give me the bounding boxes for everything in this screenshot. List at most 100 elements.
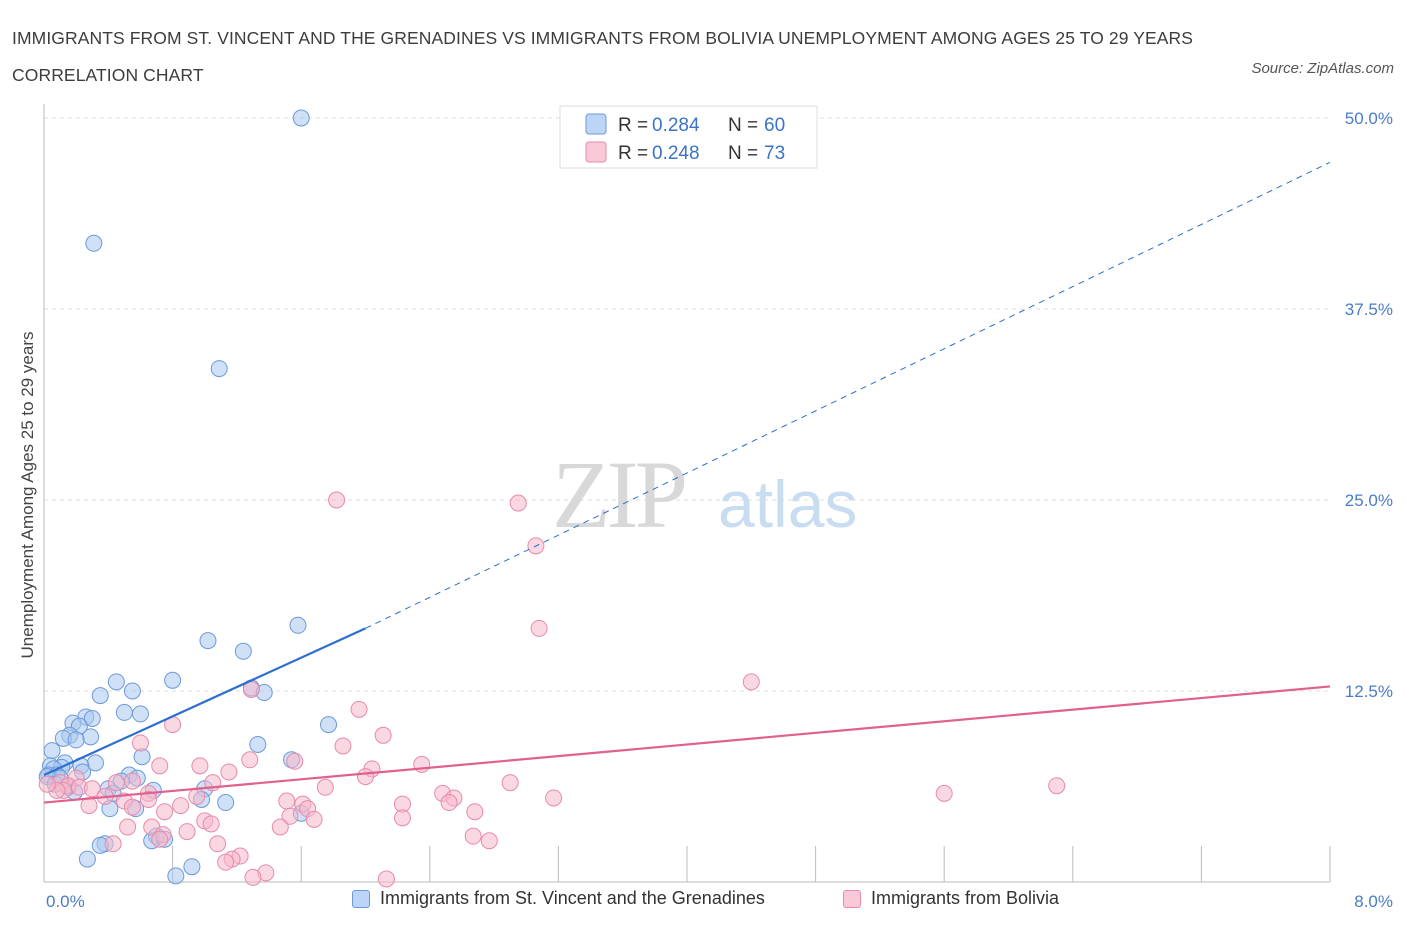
- legend-label-bolivia: Immigrants from Bolivia: [871, 888, 1060, 908]
- st-vincent-point-18: [320, 716, 338, 734]
- bolivia-point-41: [278, 792, 296, 810]
- legend-item-st-vincent: Immigrants from St. Vincent and the Gren…: [352, 888, 765, 909]
- watermark-zip: ZIP: [552, 441, 685, 548]
- chart-title: IMMIGRANTS FROM ST. VINCENT AND THE GREN…: [12, 28, 1194, 85]
- x-tick-label-0: 0.0%: [46, 892, 85, 911]
- bolivia-point-50: [156, 803, 174, 821]
- tick-labels: 12.5% 25.0% 37.5% 50.0% 0.0% 8.0%: [46, 109, 1393, 911]
- trend-lines: [43, 161, 1331, 804]
- y-axis-label: Unemployment Among Ages 25 to 29 years: [18, 332, 37, 659]
- legend-r-label-1: R =: [618, 115, 648, 136]
- bolivia-point-24: [1048, 777, 1066, 795]
- bolivia-point-61: [151, 830, 169, 848]
- legend-r-label-2: R =: [618, 143, 648, 164]
- bolivia-point-38: [139, 790, 157, 808]
- st-vincent-point-10: [123, 682, 141, 700]
- bolivia-point-21: [107, 774, 125, 792]
- watermark-atlas: atlas: [718, 467, 857, 541]
- st-vincent-point-13: [131, 705, 149, 723]
- legend-label-st-vincent: Immigrants from St. Vincent and the Gren…: [380, 888, 765, 908]
- legend-n-label-2: N =: [728, 143, 758, 164]
- bolivia-point-3: [530, 619, 548, 637]
- bolivia-point-0: [328, 491, 346, 509]
- bolivia-point-20: [123, 772, 141, 790]
- legend-swatch-pink: [585, 141, 607, 163]
- bolivia-point-47: [123, 798, 141, 816]
- bolivia-point-28: [83, 780, 101, 798]
- bolivia-point-15: [286, 752, 304, 770]
- st-vincent-point-7: [107, 673, 125, 691]
- bolivia-point-58: [271, 818, 289, 836]
- st-vincent-point-15: [83, 710, 101, 728]
- bolivia-point-23: [501, 774, 519, 792]
- st-vincent-point-5: [234, 642, 252, 660]
- st-vincent-point-59: [183, 858, 201, 876]
- trend-line-st-vincent: [43, 627, 366, 777]
- legend-item-bolivia: Immigrants from Bolivia: [843, 888, 1059, 909]
- source-label: Source: ZipAtlas.com: [1251, 60, 1394, 77]
- bolivia-point-65: [209, 835, 227, 853]
- axes: [43, 104, 1331, 883]
- legend-box: R = 0.284 N = 60 R = 0.248 N = 73: [559, 105, 818, 169]
- bolivia-point-10: [334, 737, 352, 755]
- bolivia-point-72: [38, 775, 56, 793]
- bolivia-point-6: [350, 700, 368, 718]
- bolivia-point-51: [305, 810, 323, 828]
- st-vincent-point-23: [249, 735, 267, 753]
- watermark: ZIP atlas: [552, 441, 857, 548]
- st-vincent-point-49: [217, 794, 235, 812]
- bolivia-point-35: [545, 789, 563, 807]
- bolivia-point-62: [464, 827, 482, 845]
- legend-swatch-bolivia: [843, 889, 861, 908]
- bolivia-point-11: [241, 751, 259, 769]
- st-vincent-point-2: [210, 360, 228, 378]
- grid-lines: [44, 117, 1330, 692]
- st-vincent-point-60: [167, 867, 185, 885]
- trend-line-st-vincent-extrapolated: [365, 161, 1331, 629]
- legend-n-value-1: 60: [764, 115, 785, 136]
- st-vincent-point-20: [82, 728, 100, 746]
- st-vincent-point-4: [199, 632, 217, 650]
- bolivia-point-52: [281, 807, 299, 825]
- bolivia-point-18: [357, 768, 374, 786]
- bolivia-point-56: [119, 818, 137, 836]
- bolivia-point-60: [178, 823, 196, 841]
- bolivia-point-17: [220, 763, 238, 781]
- legend-n-value-2: 73: [764, 143, 785, 164]
- legend-n-label-1: N =: [728, 115, 758, 136]
- bolivia-point-4: [742, 673, 760, 691]
- legend-swatch-blue: [585, 113, 607, 135]
- y-tick-label-2: 37.5%: [1345, 300, 1393, 319]
- bolivia-point-44: [440, 794, 458, 812]
- legend-swatch-st-vincent: [352, 889, 370, 908]
- series-bolivia-points: [38, 491, 1066, 888]
- st-vincent-point-11: [91, 687, 109, 705]
- bolivia-point-70: [244, 868, 262, 886]
- st-vincent-point-22: [67, 731, 85, 749]
- st-vincent-point-12: [115, 703, 133, 721]
- bolivia-point-8: [374, 726, 392, 744]
- bolivia-point-55: [202, 815, 220, 833]
- bolivia-point-53: [393, 809, 411, 827]
- st-vincent-point-3: [289, 616, 307, 634]
- trend-line-bolivia: [43, 685, 1331, 804]
- y-tick-label-1: 25.0%: [1345, 491, 1393, 510]
- bolivia-point-71: [377, 870, 395, 888]
- x-tick-label-1: 8.0%: [1354, 892, 1393, 911]
- bolivia-point-1: [509, 494, 527, 512]
- y-tick-label-3: 50.0%: [1345, 109, 1393, 128]
- bolivia-point-64: [104, 835, 122, 853]
- bolivia-point-13: [151, 757, 169, 775]
- st-vincent-point-58: [78, 850, 96, 868]
- bolivia-point-36: [935, 784, 953, 802]
- bolivia-point-45: [172, 797, 190, 815]
- y-tick-label-0: 12.5%: [1345, 682, 1393, 701]
- st-vincent-point-0: [292, 109, 310, 127]
- bolivia-point-63: [480, 832, 498, 850]
- st-vincent-point-1: [85, 234, 103, 252]
- bolivia-point-31: [316, 778, 334, 796]
- bolivia-point-14: [191, 757, 209, 775]
- bolivia-point-9: [131, 734, 149, 752]
- bolivia-point-40: [188, 787, 206, 805]
